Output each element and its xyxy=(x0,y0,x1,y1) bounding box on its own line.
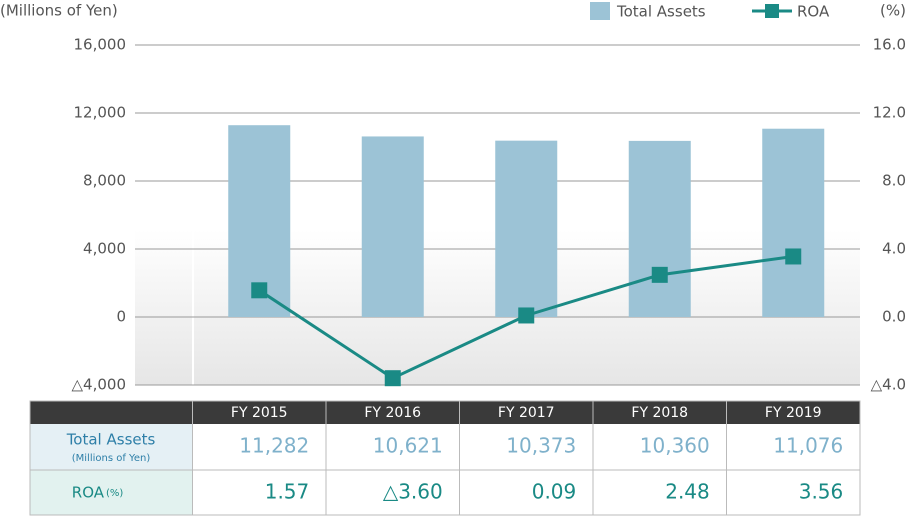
row-header xyxy=(30,424,192,470)
marker xyxy=(251,282,268,299)
marker xyxy=(651,266,668,283)
marker xyxy=(785,248,802,265)
y-tick-label: 8,000 xyxy=(83,172,126,190)
y2-tick-label: △4.0 xyxy=(871,376,906,394)
data-table: Total Assets (Millions of Yen) ROA (%) F… xyxy=(29,400,861,516)
y-tick-label: 4,000 xyxy=(83,240,126,258)
row-label: ROA xyxy=(72,484,105,502)
table-value: 10,621 xyxy=(373,434,443,458)
y2-tick-label: 0.0 xyxy=(882,308,906,326)
table-value: 11,282 xyxy=(239,434,309,458)
table-header xyxy=(30,401,860,424)
legend-label: Total Assets xyxy=(616,3,706,21)
y2-axis-label: (%) xyxy=(880,2,906,20)
bar xyxy=(628,140,691,317)
row-label: Total Assets xyxy=(66,431,156,449)
y2-tick-label: 12.0 xyxy=(873,104,906,122)
y-axis-label: (Millions of Yen) xyxy=(0,2,118,20)
y-tick-label: 12,000 xyxy=(74,104,127,122)
y2-tick-label: 16.0 xyxy=(873,36,906,54)
y-tick-label: 16,000 xyxy=(74,36,127,54)
table-value: △3.60 xyxy=(383,480,443,504)
legend-label: ROA xyxy=(797,3,830,21)
table-value: 10,360 xyxy=(640,434,710,458)
table-value: 0.09 xyxy=(532,480,577,504)
bar xyxy=(495,140,558,317)
table-value: 10,373 xyxy=(506,434,576,458)
row-header xyxy=(30,470,192,515)
legend-swatch xyxy=(765,4,779,18)
y2-tick-label: 8.0 xyxy=(882,172,906,190)
column-header: FY 2017 xyxy=(498,405,555,421)
legend-swatch xyxy=(590,2,610,20)
row-unit: (Millions of Yen) xyxy=(72,453,151,464)
bar xyxy=(762,128,825,317)
column-header: FY 2015 xyxy=(231,405,288,421)
column-header: FY 2016 xyxy=(364,405,421,421)
y2-tick-label: 4.0 xyxy=(882,240,906,258)
table-value: 3.56 xyxy=(799,480,844,504)
column-header: FY 2019 xyxy=(765,405,822,421)
table-value: 2.48 xyxy=(665,480,710,504)
y-tick-label: 0 xyxy=(116,308,126,326)
column-header: FY 2018 xyxy=(631,405,688,421)
marker xyxy=(518,307,535,324)
y-tick-label: △4,000 xyxy=(72,376,126,394)
table-value: 1.57 xyxy=(265,480,310,504)
row-unit: (%) xyxy=(106,488,123,499)
marker xyxy=(384,370,401,387)
table-value: 11,076 xyxy=(773,434,843,458)
table-border xyxy=(29,400,861,516)
bar xyxy=(361,136,424,317)
